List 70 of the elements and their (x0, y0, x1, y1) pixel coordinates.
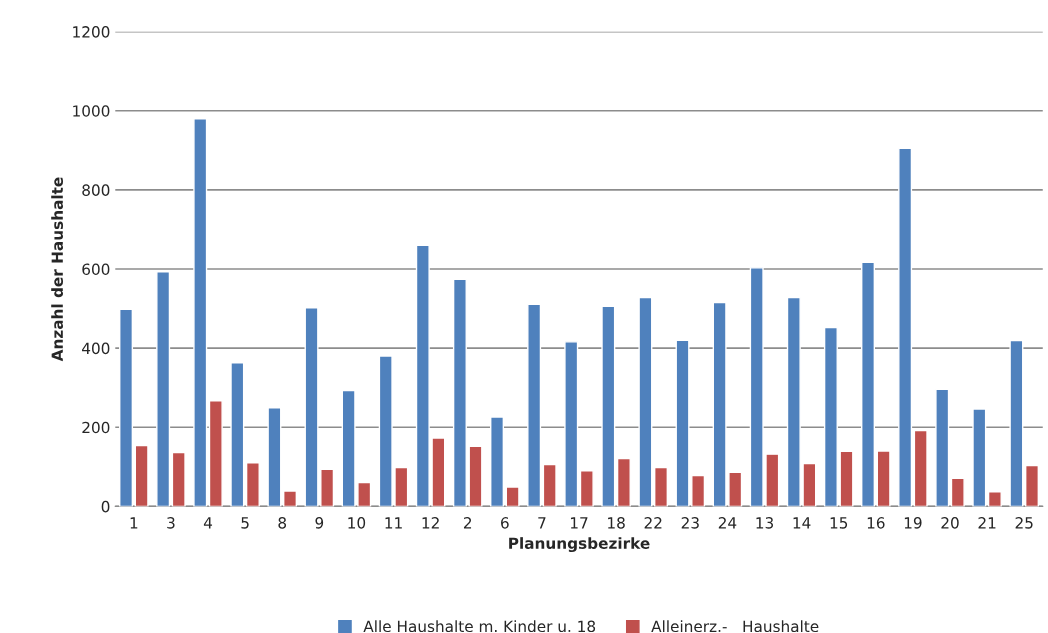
bar (193, 117, 208, 507)
bar (245, 462, 260, 507)
x-tick-label: 1 (130, 517, 138, 529)
x-tick-label: 11 (385, 517, 402, 529)
bar (861, 261, 876, 507)
y-tick-label: 800 (82, 184, 110, 196)
bar (267, 407, 282, 507)
bar (935, 388, 950, 507)
x-tick-label: 15 (830, 517, 848, 529)
y-tick-label: 400 (82, 342, 110, 355)
bar (542, 463, 557, 507)
bar (579, 470, 594, 507)
x-tick-label: 3 (167, 517, 175, 529)
bar (1009, 339, 1024, 507)
legend-label: Alleinerz.- Haushalte (651, 620, 819, 633)
bar (171, 451, 186, 507)
bar (490, 416, 505, 507)
x-tick-label: 16 (867, 517, 885, 529)
bar (527, 303, 542, 507)
y-axis-title: Anzahl der Haushalte (51, 177, 64, 362)
x-tick-label: 21 (978, 517, 996, 529)
bar (468, 445, 483, 507)
y-tick-label: 1000 (73, 105, 110, 117)
bar (876, 450, 891, 507)
bar (208, 400, 223, 507)
y-tick-label: 200 (82, 421, 110, 434)
x-tick-label: 9 (315, 517, 324, 529)
x-axis-title: Planungsbezirke (509, 537, 650, 553)
bar (134, 444, 149, 507)
x-tick-label: 18 (608, 517, 625, 529)
x-tick-label: 5 (241, 517, 249, 529)
bar (654, 466, 669, 507)
bar (601, 305, 616, 507)
bar (616, 457, 631, 507)
x-tick-label: 17 (570, 517, 588, 529)
bar (898, 147, 913, 507)
x-tick-label: 20 (941, 517, 959, 529)
bar (119, 308, 134, 507)
x-tick-label: 12 (422, 517, 439, 529)
x-tick-label: 2 (463, 517, 472, 529)
bar (230, 362, 245, 507)
x-tick-label: 14 (793, 517, 811, 529)
bar (950, 477, 965, 507)
y-tick-label: 0 (101, 500, 110, 513)
bar (452, 278, 467, 507)
x-tick-label: 6 (501, 517, 509, 529)
bar (564, 341, 579, 507)
x-tick-label: 22 (644, 517, 662, 529)
y-tick-label: 600 (82, 263, 110, 276)
bar (505, 486, 520, 507)
x-tick-label: 10 (348, 517, 366, 529)
x-tick-label: 24 (718, 517, 737, 529)
legend-label: Alle Haushalte m. Kinder u. 18 (363, 620, 596, 633)
bar (913, 429, 928, 507)
x-tick-label: 25 (1015, 517, 1033, 529)
x-tick-label: 13 (756, 517, 774, 529)
bar (987, 491, 1002, 507)
bar (1024, 464, 1040, 507)
bar (638, 296, 653, 507)
bar (839, 450, 854, 507)
bar (823, 326, 838, 507)
x-tick-label: 4 (203, 517, 213, 529)
bar (156, 271, 171, 507)
x-tick-label: 7 (538, 517, 546, 529)
bar (972, 408, 987, 507)
y-tick-label: 1200 (73, 26, 110, 38)
x-tick-label: 23 (681, 517, 699, 529)
x-tick-label: 8 (278, 517, 287, 529)
bar (283, 490, 298, 507)
x-tick-label: 19 (904, 517, 922, 529)
